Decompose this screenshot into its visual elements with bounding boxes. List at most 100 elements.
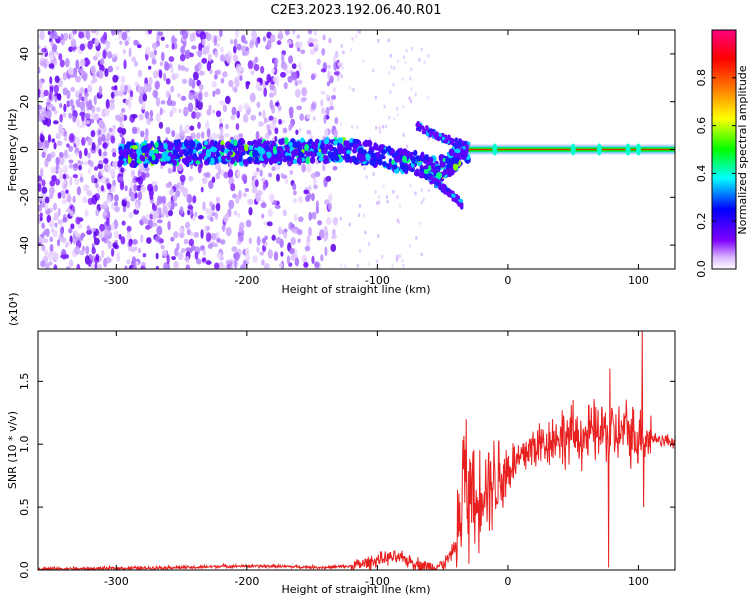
noise-cell [327, 70, 331, 80]
band-cell [345, 153, 351, 162]
noise-cell [165, 90, 171, 98]
noise-cell [250, 114, 257, 121]
noise-cell [60, 33, 64, 41]
noise-cell [109, 99, 115, 104]
noise-cell [245, 46, 249, 52]
noise-cell [258, 121, 264, 127]
noise-cell [312, 38, 319, 43]
noise-cell [97, 129, 102, 136]
band-cell [420, 167, 425, 173]
noise-cell [154, 80, 160, 90]
band-cell [242, 159, 249, 165]
noise-cell [261, 237, 266, 244]
noise-cell [271, 166, 276, 172]
noise-cell [94, 38, 100, 47]
noise-cell [111, 185, 116, 193]
noise-cell [112, 74, 119, 83]
band-cell [434, 165, 441, 170]
noise-cell [189, 33, 195, 43]
noise-cell [196, 132, 201, 140]
noise-cell [131, 113, 138, 119]
noise-cell [333, 71, 340, 76]
noise-cell [152, 89, 159, 98]
noise-cell [124, 265, 128, 269]
noise-cell [119, 83, 126, 93]
noise-cell [402, 132, 405, 137]
band-cell [144, 152, 149, 158]
tone-blob [596, 143, 602, 156]
noise-cell [170, 85, 175, 93]
noise-cell [160, 51, 165, 62]
noise-cell [82, 196, 88, 204]
noise-cell [164, 62, 170, 71]
noise-cell [82, 184, 89, 192]
noise-cell [144, 110, 150, 119]
noise-cell [247, 198, 254, 205]
noise-cell [118, 233, 122, 240]
noise-cell [137, 44, 142, 49]
noise-cell [79, 160, 84, 166]
noise-cell [110, 91, 115, 99]
noise-cell [201, 38, 206, 46]
noise-cell [134, 192, 138, 199]
band-cell [254, 156, 260, 164]
noise-cell [120, 108, 126, 113]
band-cell [196, 142, 203, 150]
noise-cell [192, 195, 197, 204]
noise-cell [75, 59, 80, 70]
noise-cell [278, 263, 284, 268]
noise-cell [149, 51, 155, 59]
band-cell [386, 145, 392, 150]
noise-cell [83, 147, 88, 157]
noise-cell [195, 111, 200, 120]
band-cell [366, 139, 373, 147]
noise-cell [216, 133, 220, 138]
noise-cell [130, 169, 136, 178]
noise-cell [48, 261, 53, 266]
branch-cell [428, 176, 432, 181]
noise-cell [313, 184, 319, 190]
noise-cell [56, 132, 61, 138]
noise-cell [62, 72, 67, 81]
noise-cell [171, 43, 175, 50]
band-cell [282, 158, 288, 163]
noise-cell [299, 113, 305, 121]
noise-cell [110, 30, 116, 36]
band-cell [337, 137, 344, 144]
noise-cell [206, 225, 210, 232]
noise-cell [51, 138, 56, 143]
noise-cell [224, 53, 230, 62]
noise-cell [114, 194, 119, 202]
noise-cell [269, 193, 275, 204]
noise-cell [405, 48, 408, 53]
noise-cell [65, 266, 71, 269]
band-cell [117, 161, 123, 166]
noise-cell [92, 55, 98, 61]
band-cell [151, 154, 156, 161]
noise-cell [256, 235, 261, 246]
noise-cell [177, 251, 184, 261]
noise-cell [137, 191, 143, 201]
noise-cell [184, 256, 189, 262]
noise-cell [234, 251, 240, 261]
spectrogram-y-label: Frequency (Hz) [6, 109, 19, 192]
noise-cell [192, 71, 199, 81]
band-cell [160, 161, 166, 166]
band-cell [353, 139, 360, 144]
noise-cell [201, 57, 208, 64]
noise-cell [132, 239, 138, 245]
noise-cell [185, 135, 192, 141]
noise-cell [384, 124, 388, 129]
band-cell [252, 149, 259, 158]
noise-cell [199, 245, 205, 251]
noise-cell [140, 234, 144, 243]
branch-cell [438, 132, 442, 137]
y-tick-label: 0.5 [18, 498, 31, 515]
noise-cell [154, 210, 160, 220]
noise-cell [107, 65, 114, 73]
noise-cell [74, 177, 79, 186]
noise-cell [154, 184, 158, 192]
branch-cell [443, 189, 447, 194]
noise-cell [210, 232, 217, 241]
band-cell [418, 171, 425, 179]
